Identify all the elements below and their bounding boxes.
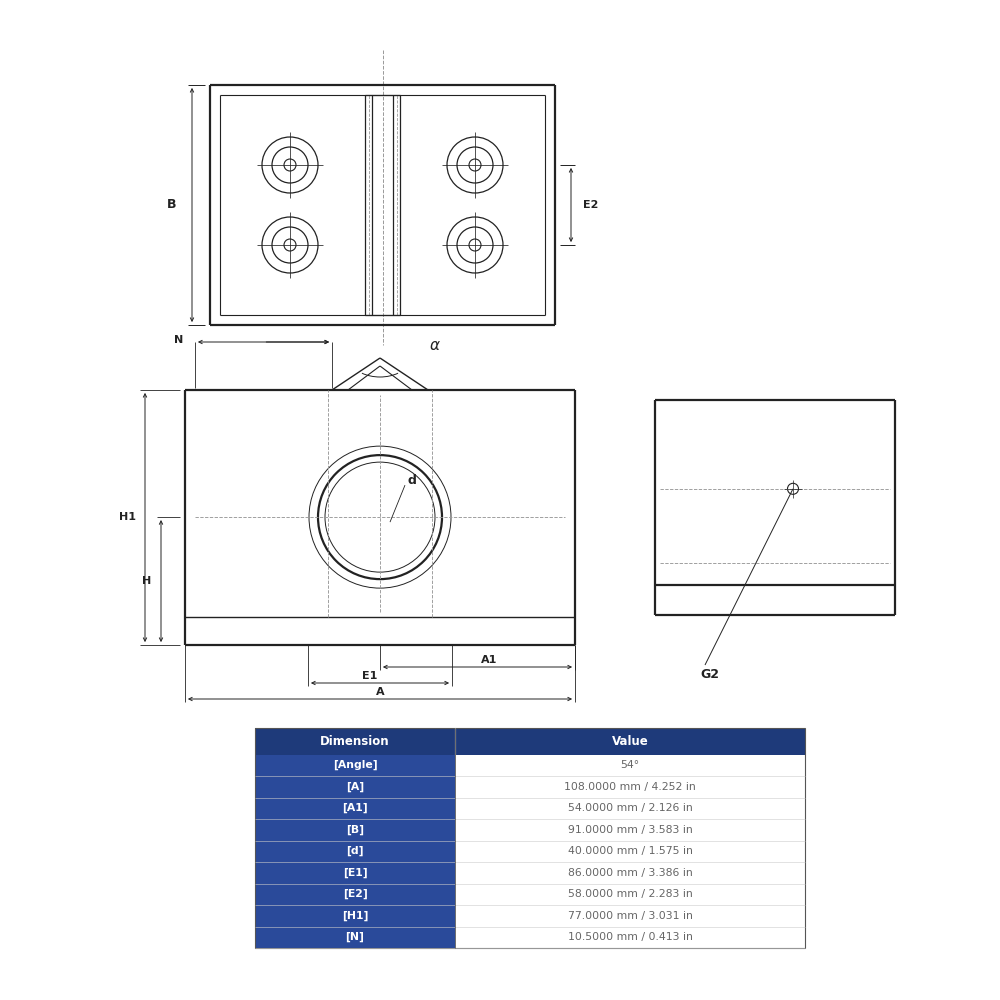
Text: A: A bbox=[376, 687, 384, 697]
Bar bbox=[255, 754, 455, 776]
Bar bbox=[255, 862, 455, 884]
Text: [N]: [N] bbox=[346, 932, 364, 942]
Bar bbox=[455, 776, 805, 798]
Text: 54.0000 mm / 2.126 in: 54.0000 mm / 2.126 in bbox=[568, 803, 692, 813]
Text: [B]: [B] bbox=[346, 825, 364, 835]
Text: [A]: [A] bbox=[346, 782, 364, 792]
Bar bbox=[455, 798, 805, 819]
Text: d: d bbox=[408, 474, 416, 487]
Text: [A1]: [A1] bbox=[342, 803, 368, 813]
Bar bbox=[255, 776, 455, 798]
Bar bbox=[455, 728, 805, 754]
Bar bbox=[455, 884, 805, 905]
Bar bbox=[255, 926, 455, 948]
Text: $\alpha$: $\alpha$ bbox=[429, 338, 441, 354]
Text: G2: G2 bbox=[700, 668, 719, 682]
Bar bbox=[455, 819, 805, 840]
Text: E2: E2 bbox=[583, 200, 599, 210]
Bar bbox=[455, 862, 805, 884]
Text: B: B bbox=[167, 198, 177, 212]
Text: E1: E1 bbox=[362, 671, 378, 681]
Text: A1: A1 bbox=[481, 655, 498, 665]
Bar bbox=[455, 754, 805, 776]
Text: H: H bbox=[142, 576, 152, 586]
Bar bbox=[255, 884, 455, 905]
Bar bbox=[255, 905, 455, 926]
Text: N: N bbox=[174, 335, 184, 345]
Bar bbox=[255, 728, 455, 754]
Text: 58.0000 mm / 2.283 in: 58.0000 mm / 2.283 in bbox=[568, 889, 692, 899]
Bar bbox=[255, 840, 455, 862]
Bar bbox=[255, 819, 455, 840]
Text: 10.5000 mm / 0.413 in: 10.5000 mm / 0.413 in bbox=[568, 932, 692, 942]
Text: [E2]: [E2] bbox=[343, 889, 367, 899]
Bar bbox=[455, 840, 805, 862]
Text: 86.0000 mm / 3.386 in: 86.0000 mm / 3.386 in bbox=[568, 868, 692, 878]
Text: [E1]: [E1] bbox=[343, 868, 367, 878]
Text: 77.0000 mm / 3.031 in: 77.0000 mm / 3.031 in bbox=[568, 911, 692, 921]
Text: Value: Value bbox=[612, 735, 648, 748]
Text: H1: H1 bbox=[119, 513, 136, 522]
Text: [H1]: [H1] bbox=[342, 911, 368, 921]
Text: [Angle]: [Angle] bbox=[333, 760, 377, 770]
Bar bbox=[455, 905, 805, 926]
Bar bbox=[255, 798, 455, 819]
Text: [d]: [d] bbox=[346, 846, 364, 856]
Text: 40.0000 mm / 1.575 in: 40.0000 mm / 1.575 in bbox=[568, 846, 692, 856]
Text: 54°: 54° bbox=[620, 760, 640, 770]
Bar bbox=[255, 728, 805, 948]
Text: 108.0000 mm / 4.252 in: 108.0000 mm / 4.252 in bbox=[564, 782, 696, 792]
Bar bbox=[455, 926, 805, 948]
Text: Dimension: Dimension bbox=[320, 735, 390, 748]
Text: 91.0000 mm / 3.583 in: 91.0000 mm / 3.583 in bbox=[568, 825, 692, 835]
